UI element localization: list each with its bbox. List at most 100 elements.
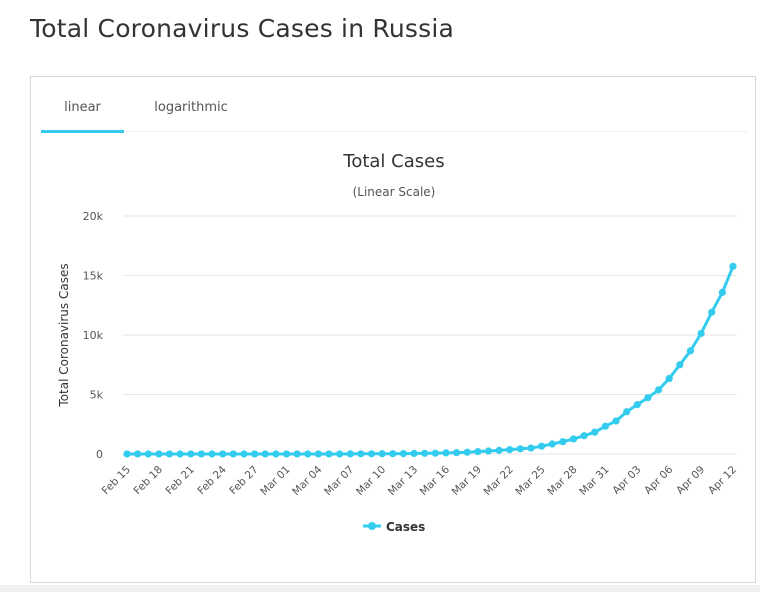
- data-point[interactable]: [644, 394, 652, 402]
- data-point[interactable]: [431, 449, 439, 457]
- data-point[interactable]: [272, 450, 280, 458]
- data-point[interactable]: [538, 442, 546, 450]
- data-point[interactable]: [367, 450, 376, 458]
- x-tick-label: Feb 18: [132, 464, 165, 497]
- x-tick-label: Mar 07: [322, 464, 356, 498]
- data-point[interactable]: [261, 450, 269, 458]
- data-point[interactable]: [686, 347, 695, 355]
- x-tick-label: Mar 19: [450, 464, 484, 498]
- x-tick-label: Feb 15: [100, 464, 133, 497]
- data-point[interactable]: [474, 448, 482, 456]
- data-point[interactable]: [389, 450, 397, 458]
- data-point[interactable]: [665, 374, 673, 383]
- x-tick-label: Mar 13: [386, 464, 420, 498]
- data-point[interactable]: [421, 449, 429, 457]
- y-tick-label: 5k: [90, 389, 104, 402]
- y-tick-label: 20k: [83, 210, 104, 223]
- data-point[interactable]: [484, 447, 493, 455]
- data-point[interactable]: [123, 450, 131, 458]
- legend[interactable]: Cases: [363, 520, 425, 534]
- y-tick-label: 15k: [83, 270, 104, 283]
- data-point[interactable]: [187, 450, 195, 458]
- data-point[interactable]: [250, 450, 259, 458]
- data-point[interactable]: [718, 288, 726, 296]
- y-tick-label: 0: [96, 448, 103, 461]
- data-point[interactable]: [325, 450, 333, 458]
- data-point[interactable]: [293, 450, 301, 458]
- data-point[interactable]: [155, 450, 163, 458]
- data-point[interactable]: [208, 450, 216, 458]
- y-axis-label: Total Coronavirus Cases: [57, 263, 71, 407]
- data-point[interactable]: [399, 449, 408, 458]
- data-point[interactable]: [612, 417, 620, 425]
- data-point[interactable]: [165, 450, 174, 458]
- data-point[interactable]: [506, 446, 514, 454]
- x-tick-label: Feb 21: [163, 464, 196, 497]
- x-tick-label: Apr 12: [706, 464, 739, 497]
- data-point[interactable]: [591, 428, 599, 436]
- legend-label[interactable]: Cases: [386, 520, 425, 534]
- data-point[interactable]: [176, 450, 184, 458]
- data-point[interactable]: [580, 432, 588, 440]
- x-tick-label: Mar 04: [290, 463, 325, 498]
- data-point[interactable]: [708, 308, 716, 316]
- y-tick-labels: 0 5k 10k 15k 20k: [83, 210, 104, 461]
- x-tick-label: Apr 09: [674, 464, 707, 497]
- x-tick-label: Mar 28: [545, 464, 579, 498]
- data-point[interactable]: [304, 450, 312, 458]
- data-point[interactable]: [623, 408, 631, 416]
- data-point[interactable]: [463, 448, 471, 456]
- data-point[interactable]: [548, 440, 556, 448]
- data-point[interactable]: [442, 449, 450, 457]
- data-point[interactable]: [219, 450, 227, 458]
- data-point[interactable]: [729, 262, 737, 270]
- x-tick-label: Mar 16: [418, 463, 453, 498]
- data-point[interactable]: [495, 446, 503, 454]
- data-point[interactable]: [654, 386, 663, 394]
- x-tick-label: Mar 31: [577, 464, 611, 498]
- data-point[interactable]: [378, 450, 386, 458]
- data-point[interactable]: [282, 450, 291, 458]
- data-point[interactable]: [134, 450, 142, 458]
- data-point[interactable]: [601, 422, 610, 430]
- data-point[interactable]: [410, 449, 418, 458]
- data-point[interactable]: [336, 450, 344, 458]
- data-point[interactable]: [527, 444, 535, 452]
- data-point[interactable]: [314, 450, 322, 458]
- legend-marker: [368, 522, 376, 530]
- x-tick-label: Apr 03: [610, 464, 643, 497]
- x-tick-label: Mar 01: [258, 464, 292, 498]
- data-point[interactable]: [633, 401, 641, 409]
- chart-panel: linear logarithmic: [30, 76, 756, 583]
- data-point[interactable]: [569, 435, 578, 443]
- data-point[interactable]: [229, 450, 237, 458]
- tab-linear[interactable]: linear: [41, 95, 124, 133]
- tab-logarithmic[interactable]: logarithmic: [154, 100, 228, 115]
- footer-strip: [0, 585, 760, 592]
- data-point[interactable]: [197, 450, 206, 458]
- data-point[interactable]: [357, 450, 365, 458]
- x-tick-label: Feb 24: [195, 463, 229, 497]
- chart-subtitle: (Linear Scale): [353, 185, 436, 199]
- data-point[interactable]: [144, 450, 152, 458]
- data-point[interactable]: [559, 438, 567, 446]
- series-line-cases: [127, 265, 735, 456]
- x-tick-label: Apr 06: [642, 463, 675, 496]
- x-tick-label: Mar 25: [513, 464, 547, 498]
- data-point[interactable]: [516, 445, 524, 453]
- data-point[interactable]: [452, 449, 461, 457]
- x-tick-label: Mar 22: [482, 464, 516, 498]
- scale-tabs: linear logarithmic: [41, 95, 747, 133]
- data-point[interactable]: [676, 361, 684, 369]
- page-title: Total Coronavirus Cases in Russia: [30, 14, 455, 43]
- chart-title: Total Cases: [342, 151, 444, 172]
- data-point[interactable]: [240, 450, 248, 458]
- series-cases: [123, 262, 737, 458]
- x-tick-label: Feb 27: [227, 464, 260, 497]
- data-point[interactable]: [697, 329, 705, 338]
- data-point[interactable]: [346, 450, 354, 458]
- y-tick-label: 10k: [83, 329, 104, 342]
- grid-lines: [123, 215, 737, 455]
